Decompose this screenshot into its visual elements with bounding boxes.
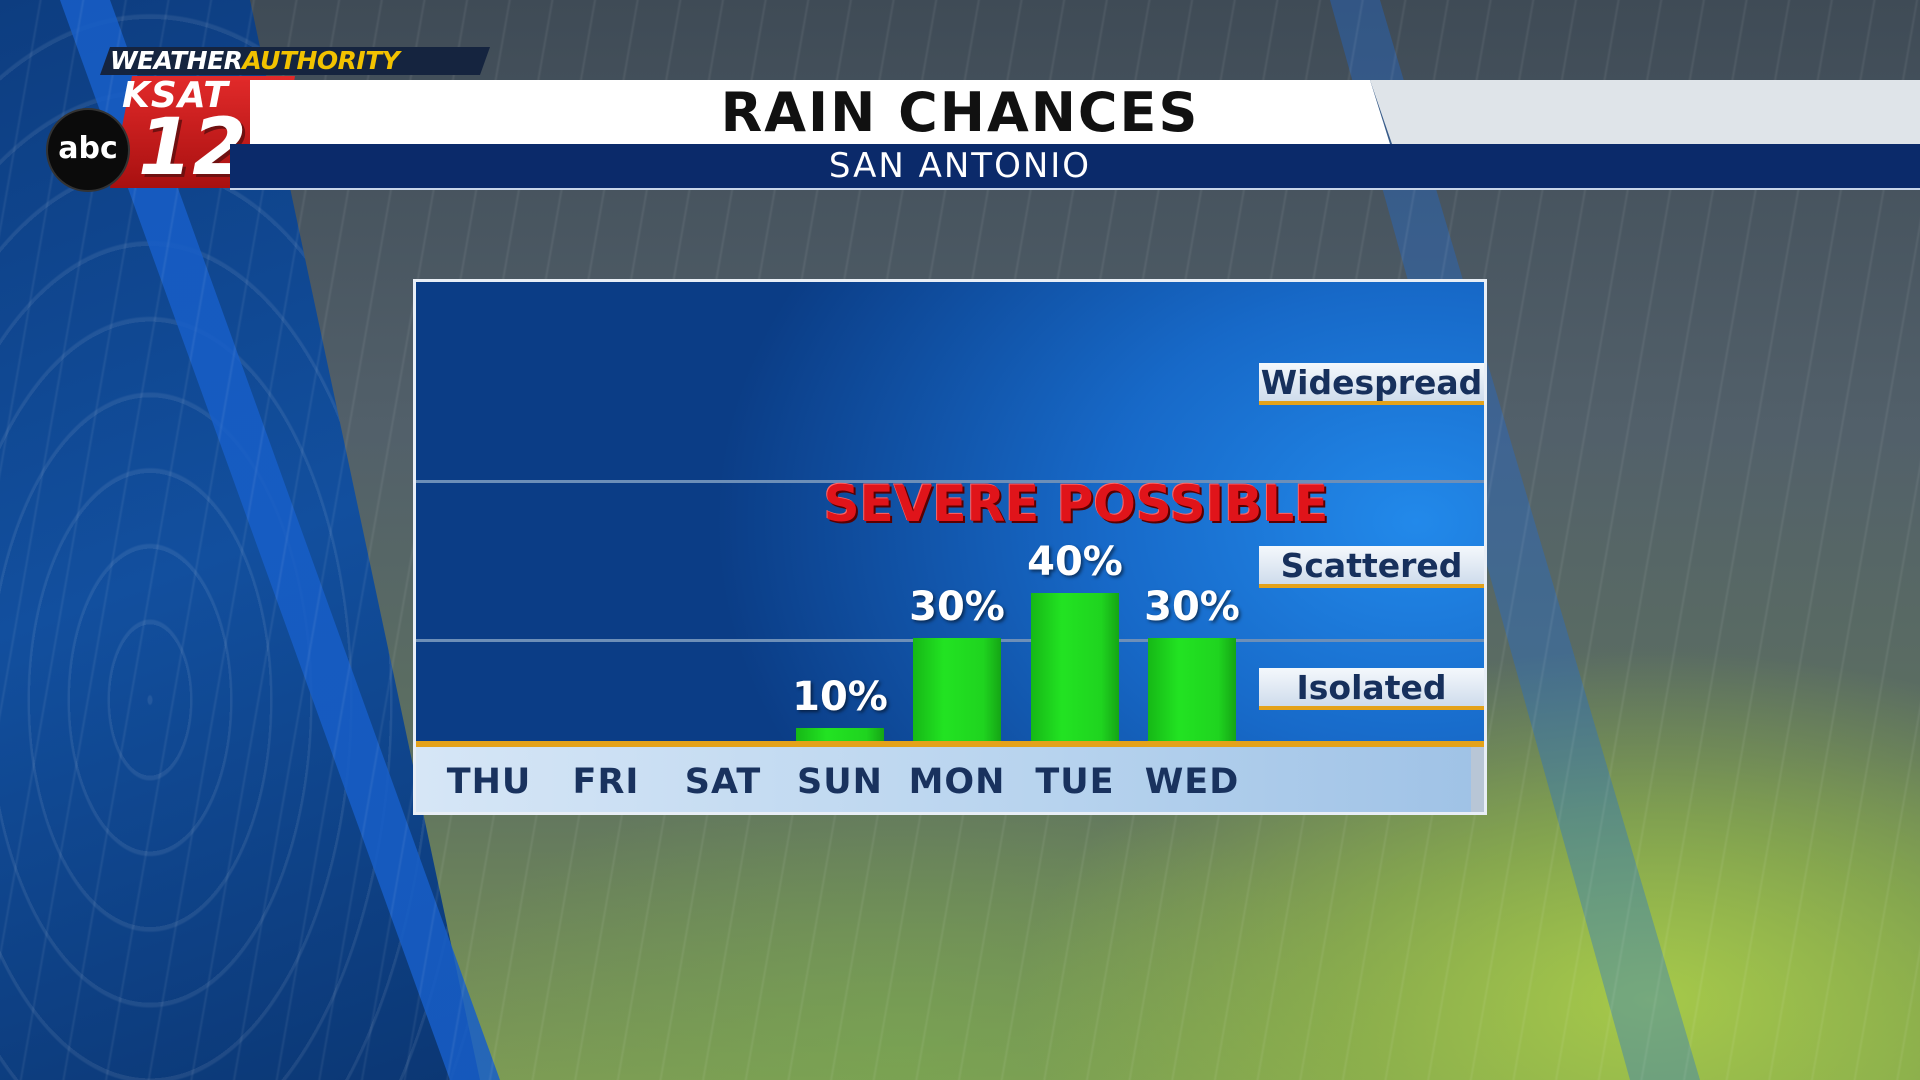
- data-label-sun: 10%: [792, 674, 888, 720]
- level-tag-widespread: Widespread: [1259, 363, 1484, 405]
- x-tick-label-mon: MON: [908, 762, 1006, 802]
- x-axis-band: [416, 747, 1484, 812]
- level-tag-isolated: Isolated: [1259, 668, 1484, 710]
- bar-tue: [1031, 593, 1119, 741]
- bar-wed: [1148, 638, 1236, 741]
- x-tick-label-wed: WED: [1144, 762, 1240, 802]
- ksat-logo-text: KSAT: [122, 75, 229, 116]
- weather-authority-word2: AUTHORITY: [242, 46, 400, 75]
- x-tick-label-thu: THU: [446, 762, 532, 802]
- data-label-mon: 30%: [909, 584, 1005, 630]
- x-axis-line: [416, 741, 1484, 747]
- x-axis-band-edge: [1471, 747, 1484, 812]
- title-bar-extension: [1370, 80, 1920, 144]
- ksat-channel-number: 12: [138, 103, 247, 193]
- rain-chance-chart: Widespread Scattered Isolated SEVERE POS…: [413, 279, 1487, 815]
- page-title: RAIN CHANCES: [720, 81, 1200, 144]
- data-label-wed: 30%: [1144, 584, 1240, 630]
- x-tick-label-sun: SUN: [797, 762, 883, 802]
- level-tag-scattered: Scattered: [1259, 546, 1484, 588]
- bar-mon: [913, 638, 1001, 741]
- weather-authority-strip: [100, 47, 490, 75]
- weather-authority-logo: WEATHERAUTHORITY: [110, 46, 400, 75]
- bar-sun: [796, 728, 884, 741]
- subtitle-bar: [230, 144, 1920, 190]
- level-divider-widespread: [416, 480, 1484, 483]
- x-tick-label-fri: FRI: [572, 762, 640, 802]
- weather-authority-word1: WEATHER: [110, 46, 243, 75]
- severe-annotation: SEVERE POSSIBLE: [823, 475, 1329, 533]
- x-tick-label-sat: SAT: [684, 762, 762, 802]
- data-label-tue: 40%: [1027, 539, 1123, 585]
- title-bar: [250, 80, 1390, 144]
- x-tick-label-tue: TUE: [1035, 762, 1115, 802]
- page-subtitle: SAN ANTONIO: [828, 146, 1092, 186]
- abc-logo: abc: [46, 108, 130, 192]
